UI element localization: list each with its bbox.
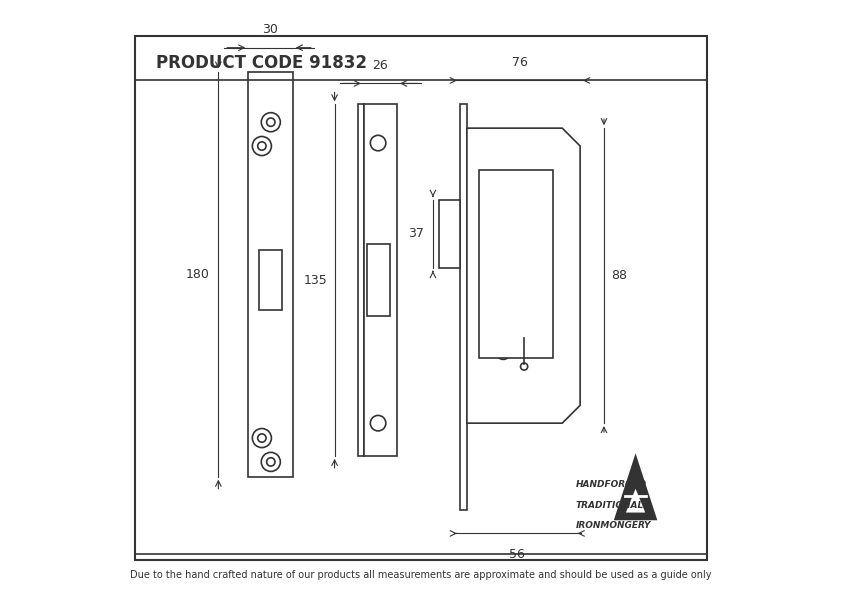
Bar: [135, 36, 707, 560]
Text: 30: 30: [263, 23, 279, 36]
Polygon shape: [467, 128, 580, 423]
Text: Due to the hand crafted nature of our products all measurements are approximate : Due to the hand crafted nature of our pr…: [131, 570, 711, 580]
Text: 37: 37: [408, 228, 424, 240]
Bar: [367, 244, 390, 316]
Text: TRADITIONAL: TRADITIONAL: [576, 501, 644, 510]
Text: 88: 88: [611, 269, 627, 282]
Text: HANDFORGED: HANDFORGED: [576, 480, 647, 489]
Circle shape: [526, 177, 542, 193]
Bar: [439, 200, 460, 268]
Bar: [258, 250, 281, 310]
Polygon shape: [626, 489, 645, 513]
Text: IRONMONGERY: IRONMONGERY: [576, 522, 652, 530]
Circle shape: [370, 415, 386, 431]
Circle shape: [258, 142, 266, 150]
Text: 135: 135: [304, 274, 328, 287]
Circle shape: [253, 429, 271, 448]
Text: 76: 76: [512, 55, 528, 69]
Bar: [479, 170, 553, 358]
Text: 180: 180: [185, 268, 210, 281]
Text: 26: 26: [373, 58, 388, 72]
Text: 56: 56: [509, 548, 525, 561]
Circle shape: [253, 136, 271, 156]
Circle shape: [520, 363, 528, 370]
Bar: [364, 104, 397, 456]
Circle shape: [267, 118, 275, 126]
Circle shape: [261, 113, 280, 132]
Bar: [359, 104, 364, 456]
Bar: [248, 72, 293, 477]
Text: PRODUCT CODE 91832: PRODUCT CODE 91832: [156, 54, 367, 72]
Circle shape: [261, 452, 280, 471]
Circle shape: [267, 458, 275, 466]
Circle shape: [370, 135, 386, 151]
Bar: [460, 104, 467, 510]
Circle shape: [495, 344, 511, 359]
Circle shape: [517, 324, 531, 338]
Circle shape: [258, 434, 266, 442]
Polygon shape: [616, 459, 655, 519]
